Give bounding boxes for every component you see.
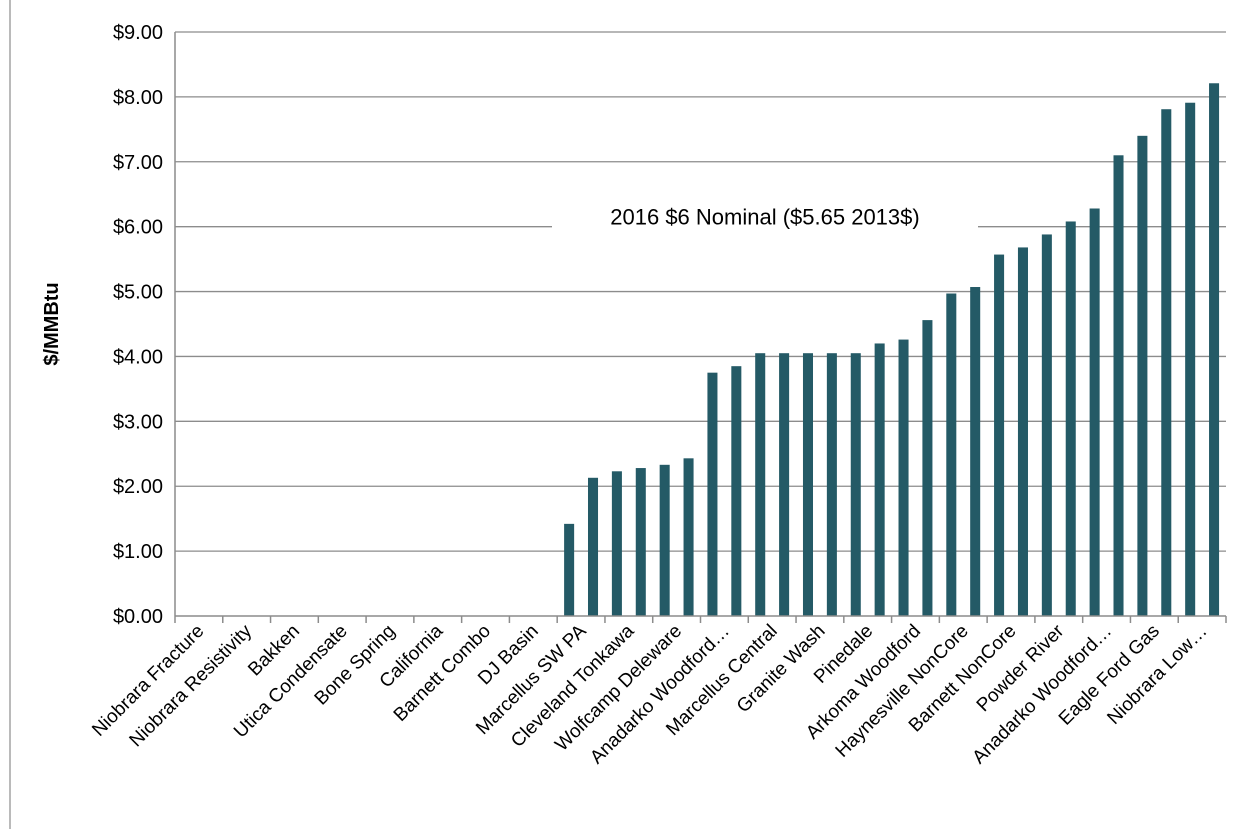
annotation-background xyxy=(552,198,978,235)
y-tick-label: $3.00 xyxy=(113,411,163,433)
bar xyxy=(1185,102,1196,617)
bar xyxy=(994,254,1005,616)
y-tick-label: $8.00 xyxy=(113,87,163,109)
bar xyxy=(779,353,790,616)
bar xyxy=(1137,135,1148,617)
y-tick-label: $9.00 xyxy=(113,22,163,44)
bar xyxy=(1209,83,1220,617)
bar xyxy=(874,343,885,616)
bar xyxy=(922,320,933,616)
bar xyxy=(1017,247,1028,617)
y-tick-label: $7.00 xyxy=(113,152,163,174)
annotations: 2016 $6 Nominal ($5.65 2013$) xyxy=(552,198,978,235)
bar xyxy=(635,468,646,616)
y-tick-label: $1.00 xyxy=(113,541,163,563)
bar xyxy=(731,366,742,616)
bar xyxy=(1041,234,1052,616)
bar xyxy=(659,464,670,616)
bar xyxy=(707,372,718,616)
bar xyxy=(802,353,814,616)
bar xyxy=(1065,221,1076,616)
y-tick-label: $0.00 xyxy=(113,606,163,628)
bars xyxy=(564,83,1220,617)
bar xyxy=(755,353,766,616)
y-axis-title: $/MMBtu xyxy=(41,282,63,365)
y-tick-label: $6.00 xyxy=(113,217,163,239)
bar xyxy=(1113,155,1124,617)
bar xyxy=(946,293,957,616)
axes xyxy=(9,0,1227,829)
bar xyxy=(970,287,981,616)
y-tick-label: $4.00 xyxy=(113,346,163,368)
bar xyxy=(898,339,909,616)
bar xyxy=(1161,109,1172,617)
bar xyxy=(826,353,837,616)
y-tick-label: $2.00 xyxy=(113,476,163,498)
bar xyxy=(611,471,622,616)
bar xyxy=(1089,208,1100,616)
y-tick-label: $5.00 xyxy=(113,282,163,304)
bar xyxy=(850,353,861,616)
bar xyxy=(587,477,599,616)
price-annotation: 2016 $6 Nominal ($5.65 2013$) xyxy=(610,205,919,230)
bar xyxy=(564,523,575,616)
bar xyxy=(683,458,694,616)
y-tick-labels: $0.00 $1.00 $2.00 $3.00 $4.00 $5.00 $6.00 $7.00… xyxy=(113,22,163,628)
